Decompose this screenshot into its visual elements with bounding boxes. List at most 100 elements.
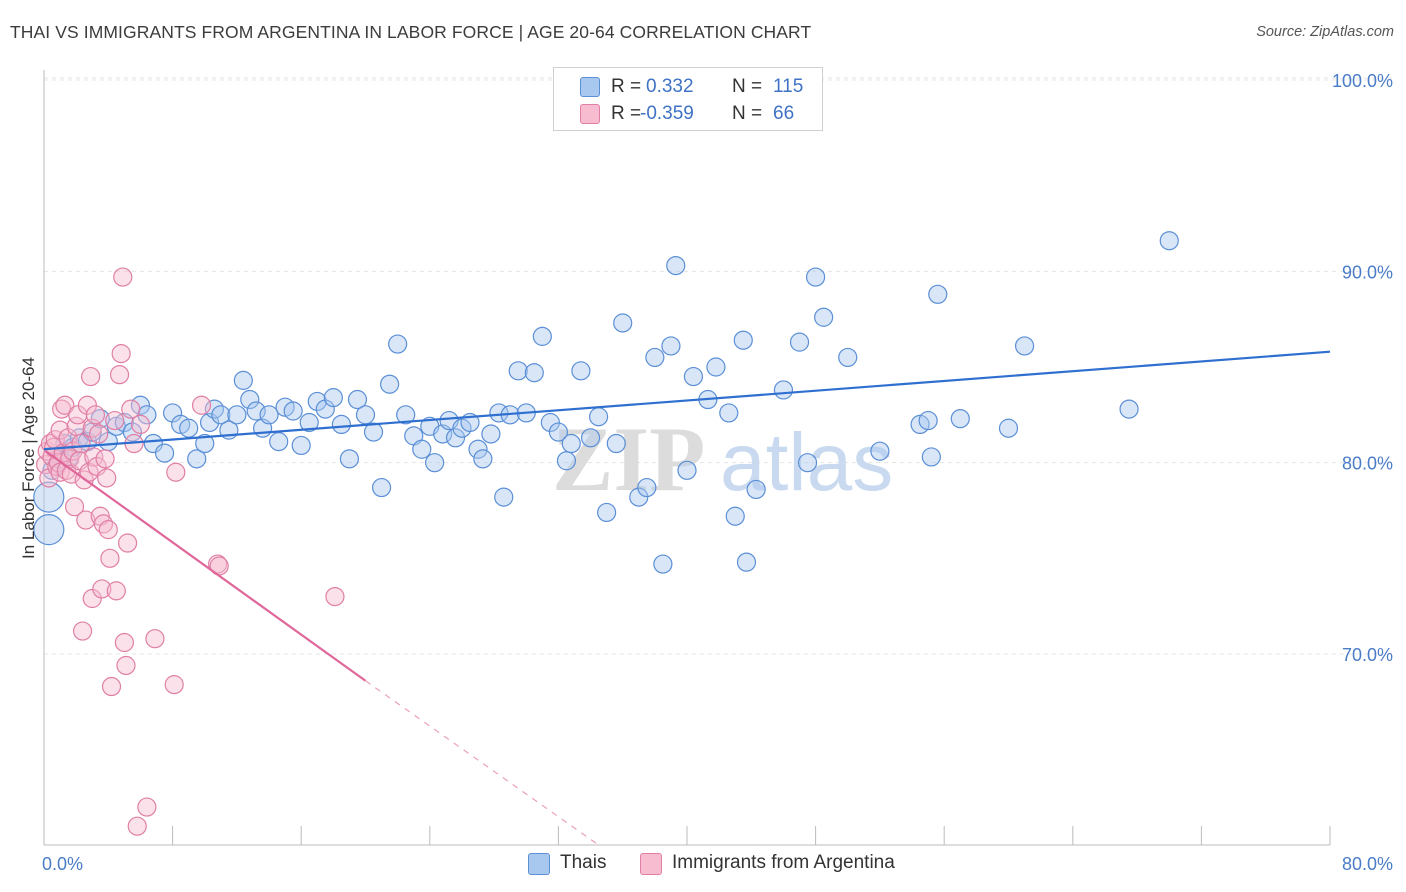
data-point bbox=[111, 344, 131, 364]
data-point bbox=[355, 405, 376, 425]
data-point bbox=[163, 403, 183, 423]
data-point bbox=[661, 336, 681, 356]
legend-r-value-argentina: -0.359 bbox=[640, 103, 694, 124]
data-point bbox=[597, 502, 617, 523]
data-point bbox=[921, 447, 941, 467]
data-point bbox=[468, 439, 488, 459]
data-point bbox=[33, 481, 65, 513]
data-point bbox=[524, 363, 544, 383]
data-point bbox=[39, 468, 59, 488]
data-point bbox=[233, 370, 253, 390]
legend-swatch-thais bbox=[580, 77, 600, 97]
data-point bbox=[116, 655, 136, 676]
data-point bbox=[283, 401, 303, 421]
data-point bbox=[71, 433, 91, 454]
data-point bbox=[98, 520, 118, 540]
bottom-legend-label-thais: Thais bbox=[560, 852, 607, 873]
watermark-zip: ZIP bbox=[552, 408, 705, 510]
data-point bbox=[85, 405, 106, 425]
data-point bbox=[240, 389, 260, 410]
data-point bbox=[805, 267, 826, 287]
data-point bbox=[814, 307, 834, 327]
y-axis-label: In Labor Force | Age 20-64 bbox=[19, 357, 38, 559]
trend-line-argentina bbox=[44, 450, 367, 682]
data-point bbox=[100, 548, 120, 568]
data-point bbox=[773, 380, 794, 400]
data-point bbox=[371, 477, 392, 498]
legend-row-argentina: R = -0.359 N = 66 bbox=[554, 101, 822, 127]
data-point bbox=[269, 432, 289, 452]
y-tick-label: 90.0% bbox=[1342, 262, 1393, 282]
legend-r-label: R = bbox=[611, 103, 642, 124]
data-point bbox=[33, 514, 65, 546]
data-point bbox=[191, 395, 212, 415]
legend-n-label: N = bbox=[732, 103, 763, 124]
data-point bbox=[211, 405, 231, 425]
data-point bbox=[396, 405, 416, 425]
data-point bbox=[677, 460, 697, 480]
y-tick-label: 80.0% bbox=[1342, 454, 1393, 474]
data-point bbox=[653, 554, 673, 574]
source-note: Source: ZipAtlas.com bbox=[1256, 24, 1394, 40]
data-point bbox=[363, 422, 384, 442]
data-point bbox=[838, 347, 858, 368]
data-point bbox=[77, 395, 98, 415]
legend-n-value-thais: 115 bbox=[773, 76, 804, 97]
watermark-atlas: atlas bbox=[720, 417, 893, 508]
data-point bbox=[998, 418, 1019, 438]
data-point bbox=[556, 451, 577, 471]
legend: R = 0.332 N = 115 R = -0.359 N = 66 bbox=[553, 67, 823, 131]
data-point bbox=[561, 433, 581, 454]
legend-swatch-argentina bbox=[580, 104, 600, 124]
data-point bbox=[154, 443, 175, 463]
legend-row-thais: R = 0.332 N = 115 bbox=[554, 74, 822, 100]
data-point bbox=[92, 579, 112, 599]
data-point bbox=[928, 284, 948, 304]
bottom-legend-label-argentina: Immigrants from Argentina bbox=[672, 852, 895, 873]
data-point bbox=[291, 435, 311, 456]
data-point bbox=[137, 797, 157, 817]
bottom-legend: Thais Immigrants from Argentina bbox=[0, 852, 1406, 878]
data-point bbox=[918, 410, 938, 431]
x-tick-label-min: 0.0% bbox=[42, 854, 83, 874]
data-point bbox=[259, 405, 279, 425]
data-point bbox=[325, 586, 345, 607]
data-point bbox=[797, 453, 818, 473]
legend-n-label: N = bbox=[732, 76, 763, 97]
data-point bbox=[666, 255, 686, 276]
data-point bbox=[1119, 399, 1139, 419]
data-point bbox=[494, 487, 514, 507]
data-point bbox=[532, 326, 552, 346]
data-point bbox=[323, 388, 343, 408]
data-point bbox=[789, 332, 810, 352]
chart-title: THAI VS IMMIGRANTS FROM ARGENTINA IN LAB… bbox=[10, 22, 812, 42]
data-point bbox=[117, 533, 138, 553]
trend-line-argentina-extrapolated bbox=[365, 680, 599, 846]
data-point bbox=[473, 449, 493, 469]
data-point bbox=[101, 676, 122, 697]
data-point bbox=[89, 424, 109, 444]
data-point bbox=[315, 399, 335, 419]
data-point bbox=[1014, 336, 1035, 356]
data-point bbox=[109, 365, 130, 385]
data-point bbox=[179, 418, 199, 438]
data-point bbox=[637, 477, 657, 498]
data-point bbox=[347, 389, 368, 410]
tick-labels: 70.0% 80.0% 90.0% 100.0% 0.0% 80.0% bbox=[42, 71, 1393, 874]
data-point bbox=[72, 621, 93, 641]
trend-line-thais bbox=[43, 350, 1331, 451]
data-point bbox=[412, 439, 432, 459]
data-point bbox=[81, 366, 101, 387]
axes bbox=[43, 70, 1331, 846]
data-point bbox=[64, 497, 85, 517]
data-point bbox=[1159, 231, 1179, 251]
legend-r-value-thais: 0.332 bbox=[646, 76, 694, 97]
data-point bbox=[606, 433, 626, 454]
data-point bbox=[164, 675, 184, 695]
legend-r-label: R = bbox=[611, 76, 642, 97]
data-point bbox=[481, 424, 501, 444]
data-point bbox=[508, 361, 528, 381]
data-point bbox=[706, 357, 726, 377]
data-point bbox=[629, 487, 649, 507]
